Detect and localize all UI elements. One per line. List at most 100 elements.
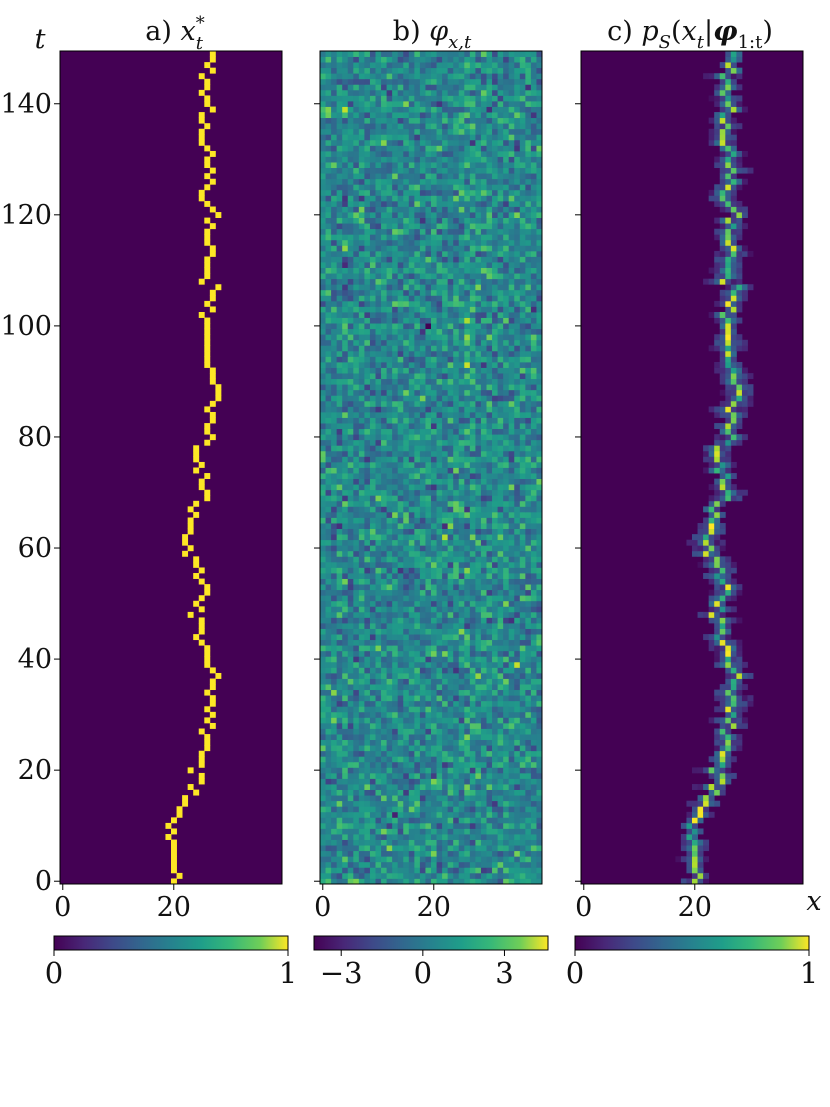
panel-b-cell <box>514 423 521 430</box>
panel-b-cell <box>497 584 504 591</box>
panel-b-cell <box>353 317 360 324</box>
panel-b-cell <box>342 695 349 702</box>
panel-b-cell <box>369 606 376 613</box>
panel-b-cell <box>358 839 365 846</box>
panel-b-cell <box>375 617 382 624</box>
panel-b-cell <box>358 650 365 657</box>
panel-b-cell <box>475 706 482 713</box>
panel-b-cell <box>458 306 465 313</box>
panel-b-cell <box>536 539 543 546</box>
panel-b-cell <box>469 722 476 729</box>
panel-b-cell <box>425 761 432 768</box>
panel-b-cell <box>530 600 537 607</box>
panel-b-cell <box>392 434 399 441</box>
panel-b-cell <box>397 645 404 652</box>
panel-b-cell <box>325 373 332 380</box>
panel-b-cell <box>347 622 354 629</box>
panel-b-cell <box>336 517 343 524</box>
panel-b-cell <box>514 706 521 713</box>
panel-b-cell <box>525 428 532 435</box>
panel-a-path-cell <box>198 195 205 202</box>
panel-b-cell <box>425 622 432 629</box>
panel-b-cell <box>453 284 460 291</box>
panel-b-cell <box>530 250 537 257</box>
panel-b-cell <box>486 828 493 835</box>
panel-b-cell <box>447 600 454 607</box>
panel-b-cell <box>442 639 449 646</box>
panel-b-cell <box>497 684 504 691</box>
panel-b-cell <box>447 784 454 790</box>
panel-b-cell <box>369 428 376 435</box>
panel-b-cell <box>431 361 437 368</box>
panel-b-cell <box>536 634 543 641</box>
panel-b-cell <box>392 511 399 518</box>
panel-b-cell <box>530 778 537 785</box>
panel-b-cell <box>525 439 532 446</box>
panel-b-cell <box>414 778 421 785</box>
panel-b-cell <box>464 434 471 441</box>
panel-b-cell <box>419 728 426 735</box>
panel-b-cell <box>475 395 482 402</box>
panel-b-cell <box>447 761 454 768</box>
panel-a-background <box>60 51 282 884</box>
panel-b-cell <box>519 573 526 579</box>
panel-b-cell <box>353 295 360 302</box>
panel-b-cell <box>464 228 471 235</box>
panel-b-cell <box>331 223 338 230</box>
panel-b-cell <box>403 828 410 835</box>
panel-b-cell <box>414 289 421 296</box>
panel-b-cell <box>469 400 476 407</box>
panel-b-cell <box>536 545 543 552</box>
panel-b-cell <box>431 262 437 268</box>
panel-b-cell <box>431 584 437 591</box>
panel-b-cell <box>480 550 487 557</box>
panel-b-cell <box>508 262 515 268</box>
panel-b-cell <box>514 306 521 313</box>
panel-b-cell <box>342 345 349 352</box>
panel-b-cell <box>342 667 349 674</box>
panel-b-cell <box>408 589 415 596</box>
panel-b-cell <box>419 395 426 402</box>
panel-b-cell <box>453 645 460 652</box>
panel-b-cell <box>364 611 371 618</box>
panel-b-cell <box>519 312 526 318</box>
panel-b-cell <box>497 262 504 268</box>
panel-b-cell <box>475 306 482 313</box>
panel-b-cell <box>508 706 515 713</box>
panel-b-cell <box>458 739 465 746</box>
panel-b-cell <box>325 711 332 718</box>
panel-b-cell <box>342 467 349 474</box>
panel-b-cell <box>458 384 465 391</box>
panel-b-cell <box>358 423 365 430</box>
panel-b-cell <box>503 300 510 307</box>
panel-b-cell <box>403 223 410 230</box>
panel-b-cell <box>375 212 382 218</box>
panel-b-cell <box>414 806 421 813</box>
panel-b-cell <box>386 789 393 796</box>
panel-b-cell <box>408 839 415 846</box>
panel-b-cell <box>431 822 437 829</box>
panel-b-cell <box>425 661 432 668</box>
panel-b-cell <box>408 484 415 491</box>
panel-b-cell <box>514 717 521 724</box>
panel-b-cell <box>325 573 332 579</box>
panel-a-path-cell <box>182 534 189 541</box>
panel-b-cell <box>325 656 332 663</box>
panel-b-cell <box>492 728 498 735</box>
panel-b-cell <box>503 384 510 391</box>
panel-b-cell <box>514 434 521 441</box>
panel-b-cell <box>453 561 460 568</box>
panel-a-path-cell <box>215 395 222 402</box>
panel-b-cell <box>342 639 349 646</box>
panel-b-cell <box>453 578 460 585</box>
panel-b-cell <box>469 289 476 296</box>
panel-b-cell <box>436 250 443 257</box>
panel-b-cell <box>508 523 515 529</box>
panel-b-cell <box>486 734 493 741</box>
panel-b-cell <box>336 600 343 607</box>
panel-b-cell <box>364 828 371 835</box>
panel-b-cell <box>342 700 349 707</box>
panel-b-cell <box>386 267 393 274</box>
panel-b-cell <box>503 406 510 413</box>
panel-b-cell <box>475 523 482 529</box>
